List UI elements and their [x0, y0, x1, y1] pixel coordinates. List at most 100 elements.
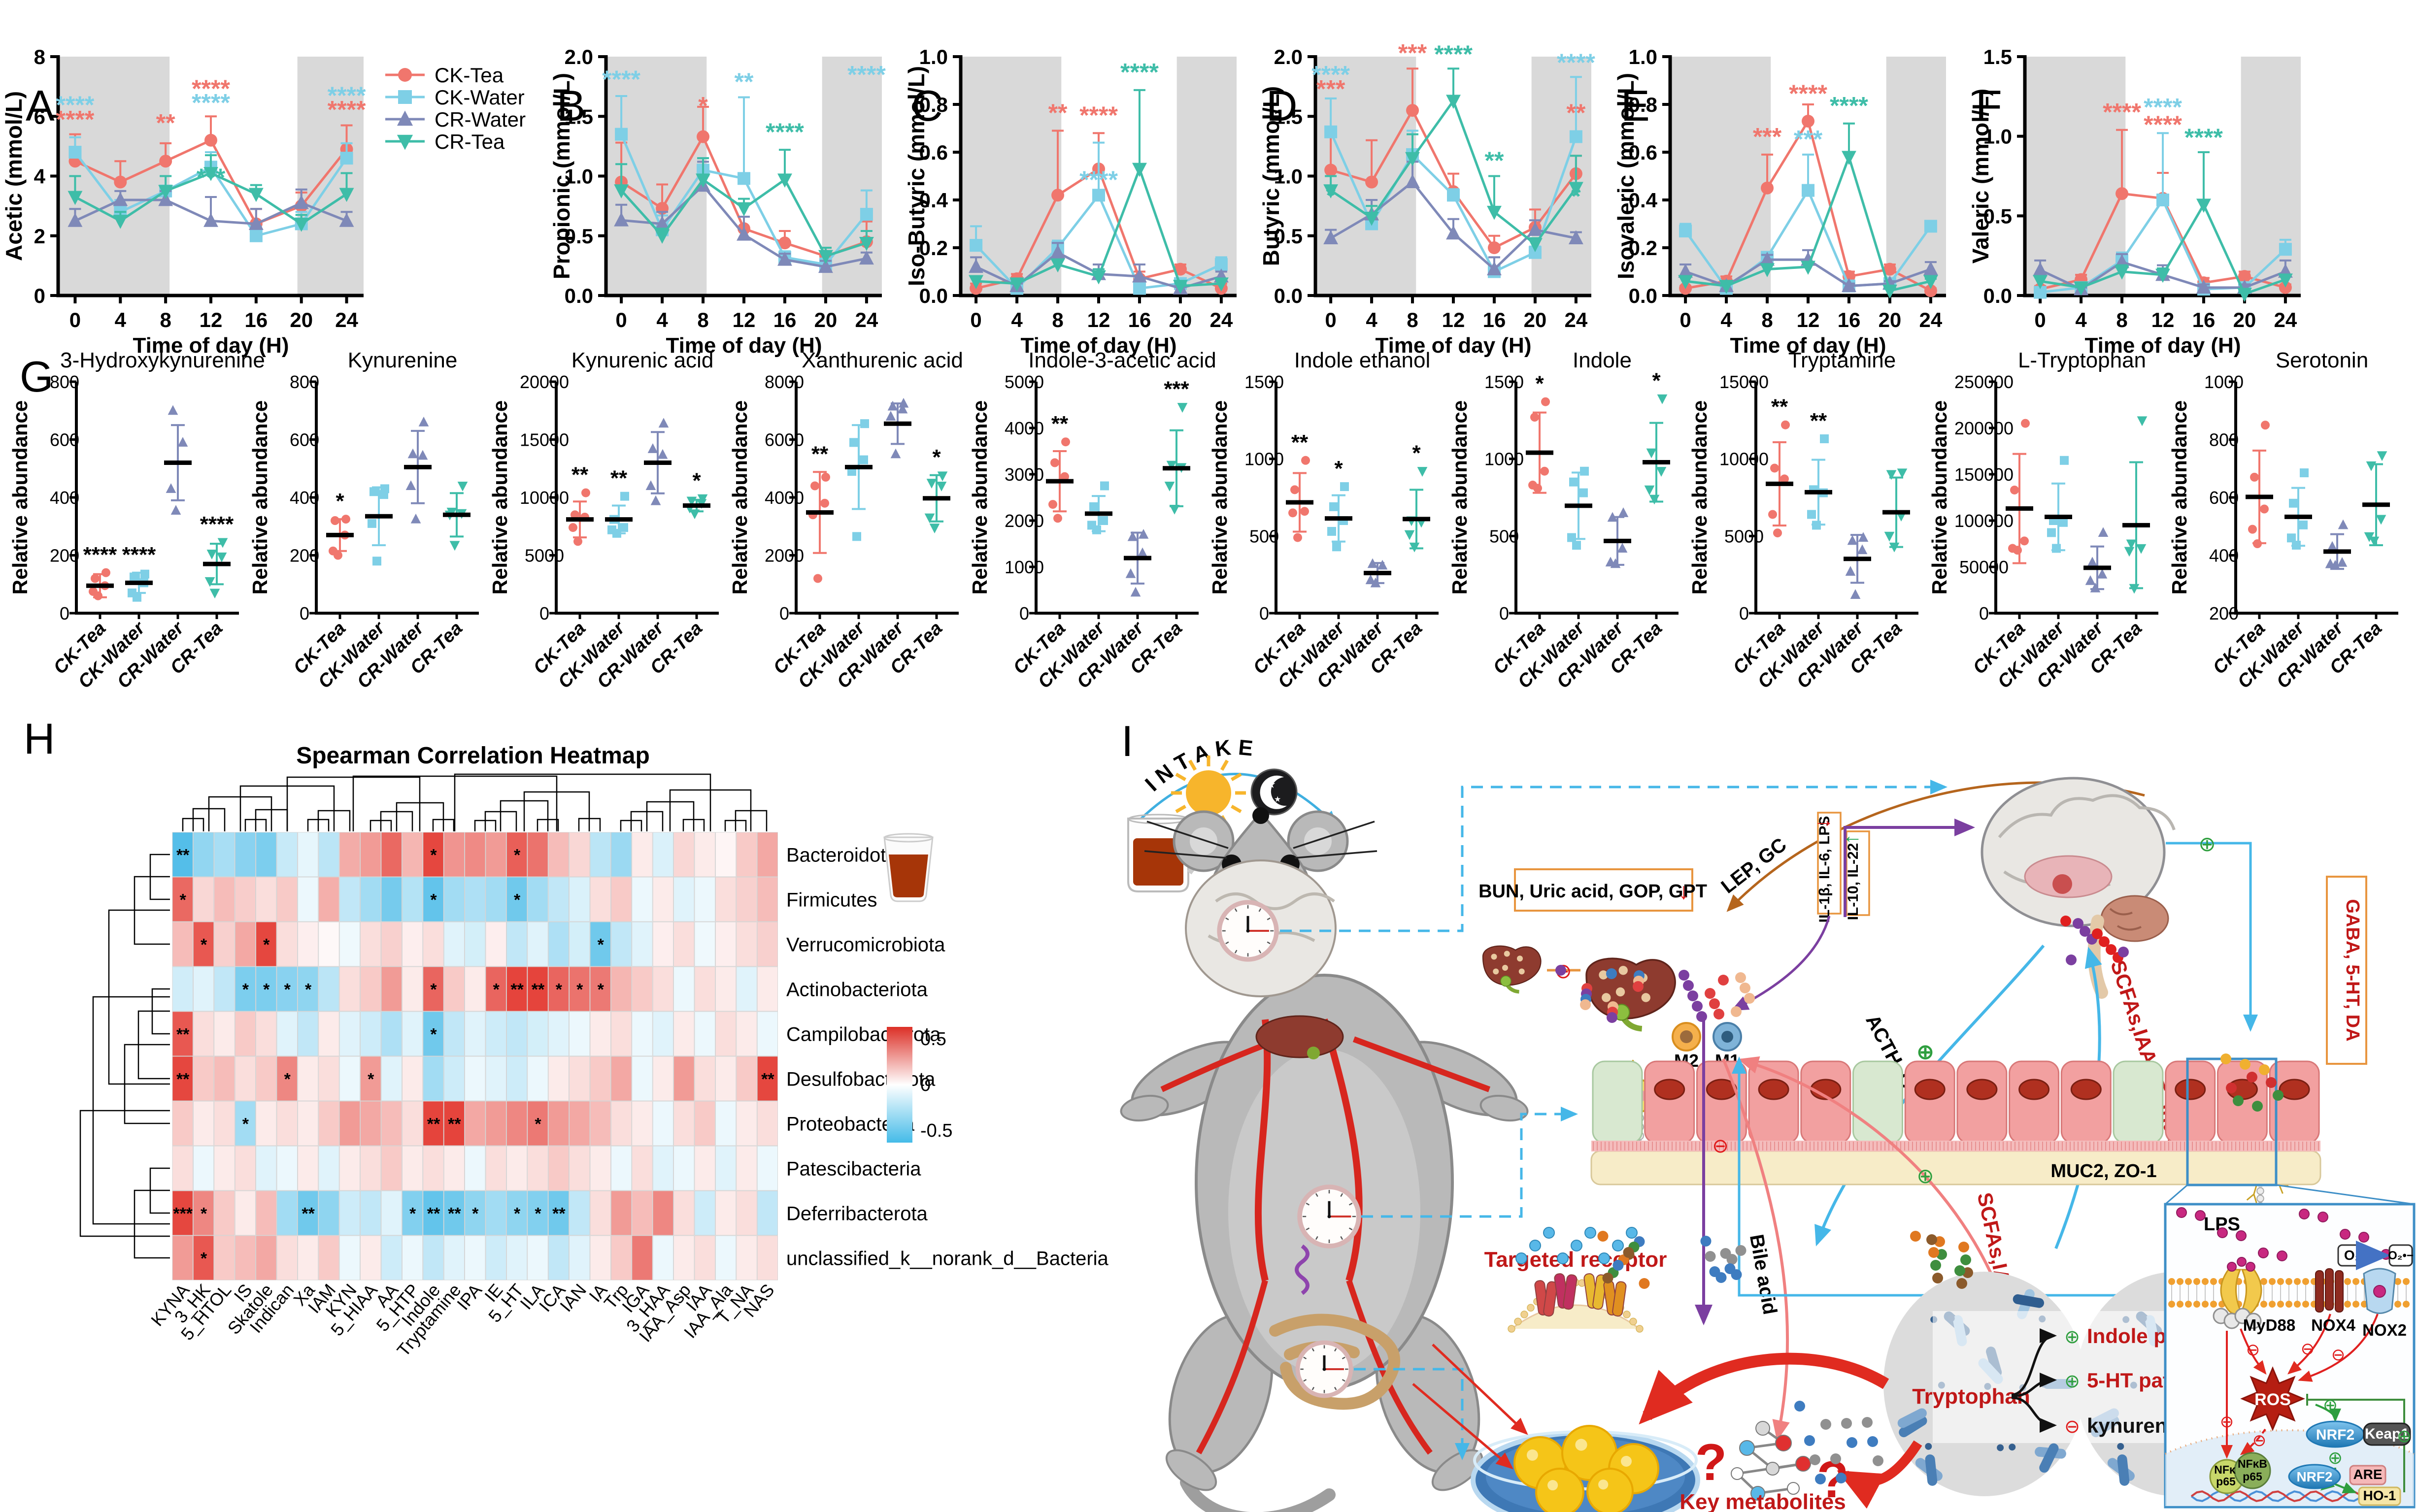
- svg-text:*: *: [263, 936, 270, 954]
- metabolite-dot-clusters: [1555, 916, 2284, 1484]
- nfkb-label: NFκ: [2214, 1463, 2236, 1476]
- svg-text:5000: 5000: [1724, 526, 1764, 546]
- cytokine-boxes: IL-1β, IL-6, LPS ↓ IL-10, IL-22 ↑: [1811, 812, 1886, 922]
- svg-text:6: 6: [34, 105, 45, 128]
- svg-text:A: A: [26, 81, 55, 130]
- svg-text:****: ****: [83, 543, 117, 567]
- svg-text:Valeric (mmol/L): Valeric (mmol/L): [1968, 89, 1993, 263]
- svg-text:***: ***: [1753, 123, 1782, 150]
- ros-label: ROS: [2254, 1390, 2291, 1409]
- scatter-panel-5: Indole-3-acetic acid 0 1000 2000 3000 4000 500…: [968, 348, 1216, 692]
- svg-text:***: ***: [1316, 75, 1345, 102]
- svg-text:E: E: [1621, 81, 1650, 130]
- svg-text:Acetic (mmol/L): Acetic (mmol/L): [1, 91, 27, 261]
- svg-text:Indole ethanol: Indole ethanol: [1294, 348, 1430, 372]
- svg-text:200000: 200000: [1954, 418, 2014, 438]
- svg-text:1.0: 1.0: [565, 165, 593, 188]
- svg-text:12: 12: [1797, 308, 1820, 331]
- svg-text:**: **: [427, 1115, 440, 1134]
- svg-text:Relative abundance: Relative abundance: [8, 400, 32, 594]
- il-anti-label: IL-10, IL-22: [1845, 843, 1861, 920]
- svg-text:*: *: [1652, 368, 1661, 393]
- bile-acid-arrow: [1722, 1058, 1790, 1441]
- line-panel-D: D 0.0 0.5 1.0 1.5 2.0 0 4 8 12 16 20 24 Time of day (…: [1258, 39, 1595, 358]
- svg-text:**: **: [1566, 99, 1585, 127]
- svg-text:15000: 15000: [1719, 372, 1769, 392]
- svg-text:16: 16: [773, 308, 797, 331]
- heatmap-title: Spearman Correlation Heatmap: [296, 743, 650, 769]
- plus-circle-icon: ⊕: [2397, 1426, 2412, 1446]
- svg-text:0: 0: [970, 308, 981, 331]
- svg-text:*: *: [932, 445, 941, 469]
- svg-text:1500: 1500: [1244, 372, 1284, 392]
- svg-text:2000: 2000: [765, 546, 804, 566]
- svg-text:2.0: 2.0: [565, 45, 593, 68]
- svg-text:Relative abundance: Relative abundance: [1928, 400, 1951, 594]
- svg-text:Relative abundance: Relative abundance: [248, 400, 271, 594]
- nfkb-label: NFκB: [2238, 1457, 2267, 1470]
- svg-text:12: 12: [733, 308, 756, 331]
- svg-text:***: ***: [1794, 125, 1823, 153]
- sun-icon: [1171, 756, 1246, 830]
- svg-text:0: 0: [60, 603, 69, 624]
- o2-label: O₂: [2344, 1248, 2361, 1263]
- star-icon: ★: [1274, 795, 1281, 804]
- svg-text:8000: 8000: [765, 372, 804, 392]
- svg-text:*: *: [514, 891, 521, 910]
- svg-text:2.0: 2.0: [1274, 45, 1303, 68]
- svg-text:Time of day (H): Time of day (H): [1020, 333, 1176, 358]
- svg-text:Desulfobacterota: Desulfobacterota: [786, 1069, 936, 1090]
- svg-text:CR-Tea: CR-Tea: [435, 130, 505, 153]
- svg-text:*: *: [576, 981, 583, 999]
- svg-text:****: ****: [328, 96, 366, 123]
- brain-illustration: [1981, 777, 2176, 999]
- svg-text:****: ****: [1830, 92, 1868, 119]
- svg-text:*: *: [514, 1205, 521, 1223]
- svg-text:Serotonin: Serotonin: [2276, 348, 2368, 372]
- svg-text:0.8: 0.8: [1629, 93, 1657, 116]
- svg-text:0.2: 0.2: [919, 236, 948, 260]
- svg-text:*: *: [409, 1205, 416, 1223]
- svg-text:*: *: [242, 981, 249, 999]
- svg-text:500: 500: [1489, 526, 1519, 546]
- svg-text:IPA: IPA: [453, 1280, 486, 1314]
- svg-text:**: **: [552, 1205, 566, 1223]
- svg-text:8: 8: [34, 45, 45, 68]
- svg-text:*: *: [201, 1205, 207, 1223]
- svg-text:15000: 15000: [520, 430, 569, 450]
- svg-text:****: ****: [1079, 101, 1118, 129]
- svg-text:10000: 10000: [520, 488, 569, 508]
- svg-text:1000: 1000: [2204, 372, 2244, 392]
- svg-text:5000: 5000: [525, 546, 564, 566]
- svg-text:**: **: [735, 68, 754, 96]
- svg-text:8: 8: [2116, 308, 2127, 331]
- svg-text:**: **: [1048, 99, 1068, 127]
- scatter-panel-6: Indole ethanol 0 500 1000 1500 Relative abund…: [1208, 348, 1439, 692]
- svg-text:Patescibacteria: Patescibacteria: [786, 1158, 921, 1180]
- gut-to-dish-arrow: [1412, 1383, 1513, 1470]
- decrease-arrow-icon: ↓: [1811, 819, 1834, 829]
- svg-text:**: **: [427, 1205, 440, 1223]
- bun-label: BUN, Uric acid, GOP, GPT: [1478, 881, 1707, 902]
- svg-text:0: 0: [615, 308, 627, 331]
- svg-text:****: ****: [602, 66, 640, 93]
- svg-text:1000: 1000: [1005, 557, 1044, 577]
- svg-text:Relative abundance: Relative abundance: [2168, 400, 2191, 594]
- p65-label: p65: [2216, 1475, 2236, 1488]
- liver-icons: [1482, 945, 1676, 1032]
- svg-text:**: **: [176, 1025, 190, 1044]
- svg-text:20: 20: [290, 308, 313, 331]
- svg-text:**: **: [510, 981, 524, 999]
- svg-text:200: 200: [290, 546, 319, 566]
- svg-text:*: *: [493, 981, 500, 999]
- svg-text:****: ****: [2184, 124, 2223, 151]
- svg-text:1.5: 1.5: [565, 105, 593, 128]
- key-metabolites-label: Key metabolites: [1679, 1490, 1846, 1512]
- tryptophan-label: Tryptophan: [1912, 1384, 2030, 1409]
- svg-text:1500: 1500: [1484, 372, 1524, 392]
- line-panel-C: C 0.0 0.2 0.4 0.6 0.8 1.0 0 4 8 12 16 20 24 Time of da…: [904, 45, 1237, 358]
- nrf2-nuclear-label: NRF2: [2296, 1469, 2332, 1484]
- colorbar-tick: 0.5: [920, 1029, 946, 1050]
